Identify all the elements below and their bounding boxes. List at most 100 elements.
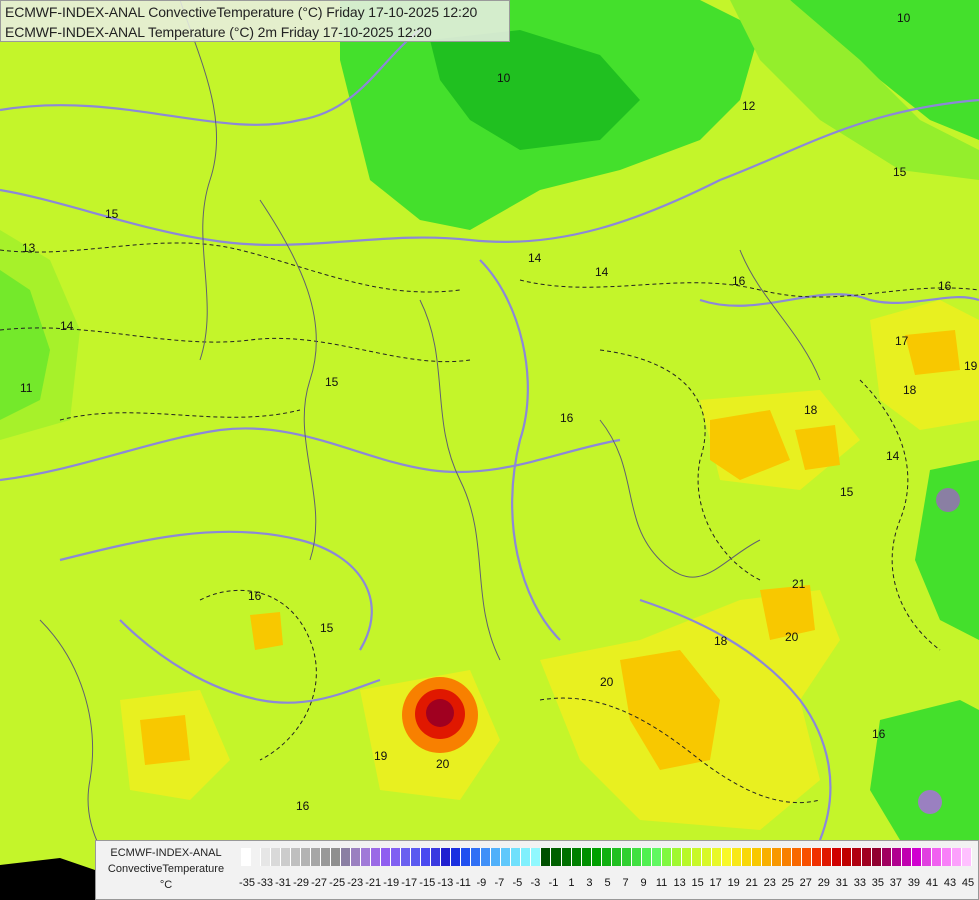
- green-region-east: [915, 460, 979, 640]
- legend-swatch: [801, 848, 812, 866]
- contour-label: 10: [497, 71, 511, 85]
- orange-spot-west: [250, 612, 283, 650]
- cold-spot-southeast: [918, 790, 942, 814]
- legend-swatch: [441, 848, 452, 866]
- legend-swatch: [571, 848, 582, 866]
- legend-swatches: [241, 848, 973, 866]
- contour-label: 12: [742, 99, 756, 113]
- legend-tick-label: 9: [640, 877, 647, 889]
- legend-swatch: [691, 848, 702, 866]
- legend-swatch: [912, 848, 923, 866]
- legend-tick-label: -7: [494, 877, 505, 889]
- legend-tick-label: 13: [673, 877, 686, 889]
- light-green-west: [0, 230, 80, 440]
- legend-swatch: [351, 848, 362, 866]
- legend-tick-label: -21: [365, 877, 382, 889]
- isotherm-lines: [0, 29, 979, 841]
- legend-swatch: [581, 848, 592, 866]
- orange-spot-east-2: [795, 425, 840, 470]
- contour-label: 16: [732, 274, 746, 288]
- legend-tick-label: 7: [622, 877, 629, 889]
- contour-label: 13: [22, 241, 36, 255]
- legend-tick-label: 5: [604, 877, 611, 889]
- legend-swatch: [882, 848, 893, 866]
- legend-tick-label: -31: [275, 877, 291, 889]
- legend-swatch: [751, 848, 762, 866]
- legend-swatch: [421, 848, 432, 866]
- legend-swatch: [932, 848, 943, 866]
- legend-tick-label: 35: [871, 877, 885, 889]
- orange-spot-south-2: [760, 585, 815, 640]
- legend-tick-label: -17: [401, 877, 418, 889]
- legend-tick-label: 33: [853, 877, 866, 889]
- legend-swatch: [621, 848, 632, 866]
- legend-tick-label: 27: [799, 877, 812, 889]
- contour-label: 19: [374, 749, 388, 763]
- legend-tick-label: -29: [293, 877, 310, 889]
- contour-label: 16: [248, 589, 262, 603]
- legend-swatch: [731, 848, 742, 866]
- map-title-box: ECMWF-INDEX-ANAL ConvectiveTemperature (…: [0, 0, 510, 42]
- contour-label: 18: [714, 634, 728, 648]
- orange-spot-northeast: [905, 330, 960, 375]
- legend-swatch: [411, 848, 422, 866]
- legend-swatch: [851, 848, 862, 866]
- legend-swatch: [361, 848, 372, 866]
- legend-swatch: [631, 848, 642, 866]
- contour-label: 14: [60, 319, 74, 333]
- legend-tick-label: -35: [239, 877, 255, 889]
- contour-label: 16: [938, 279, 952, 293]
- dark-green-core: [430, 30, 640, 150]
- contour-label: 18: [804, 403, 818, 417]
- legend-swatch: [761, 848, 772, 866]
- heat-spot-red-core: [426, 699, 454, 727]
- legend-swatch: [521, 848, 532, 866]
- legend-swatch: [661, 848, 672, 866]
- orange-spot-sw: [140, 715, 190, 765]
- legend-swatch: [821, 848, 832, 866]
- legend-tick-label: -19: [383, 877, 400, 889]
- contour-label: 10: [897, 11, 911, 25]
- legend-swatch: [922, 848, 933, 866]
- contour-label: 14: [886, 449, 900, 463]
- contour-label: 15: [893, 165, 907, 179]
- legend-swatch: [541, 848, 552, 866]
- orange-spot-east-1: [710, 410, 790, 480]
- legend-swatch: [791, 848, 802, 866]
- legend-swatch: [902, 848, 913, 866]
- legend-swatch: [301, 848, 312, 866]
- contour-label: 20: [785, 630, 799, 644]
- contour-label: 18: [903, 383, 917, 397]
- legend-tick-label: -9: [476, 877, 487, 889]
- contour-label: 20: [600, 675, 614, 689]
- legend-swatch: [561, 848, 572, 866]
- legend-swatch: [271, 848, 282, 866]
- legend-tick-label: -27: [311, 877, 328, 889]
- legend-tick-label: 25: [781, 877, 794, 889]
- legend-tick-label: 23: [763, 877, 776, 889]
- legend-swatch: [391, 848, 402, 866]
- legend-swatch: [611, 848, 622, 866]
- legend-swatch: [321, 848, 332, 866]
- legend-tick-label: 41: [925, 877, 939, 889]
- legend-swatch: [481, 848, 492, 866]
- legend-tick-label: -13: [437, 877, 454, 889]
- contour-labels: 10 10 11 12 13 14 14 14 14 15 15 15 15 1…: [20, 11, 978, 813]
- legend-swatch: [701, 848, 712, 866]
- contour-label: 16: [296, 799, 310, 813]
- legend-swatch: [451, 848, 462, 866]
- legend-swatch: [431, 848, 442, 866]
- light-green-northeast: [730, 0, 979, 180]
- legend-swatch: [551, 848, 562, 866]
- country-borders: [39, 0, 821, 900]
- legend-swatch: [741, 848, 752, 866]
- legend-swatch: [601, 848, 612, 866]
- legend-swatch: [371, 848, 382, 866]
- legend-swatch: [811, 848, 822, 866]
- legend-source: ECMWF-INDEX-ANAL: [110, 847, 222, 859]
- title-convective: ECMWF-INDEX-ANAL ConvectiveTemperature (…: [5, 4, 478, 20]
- legend-swatch: [962, 848, 973, 866]
- legend-swatch: [952, 848, 963, 866]
- legend-swatch: [671, 848, 682, 866]
